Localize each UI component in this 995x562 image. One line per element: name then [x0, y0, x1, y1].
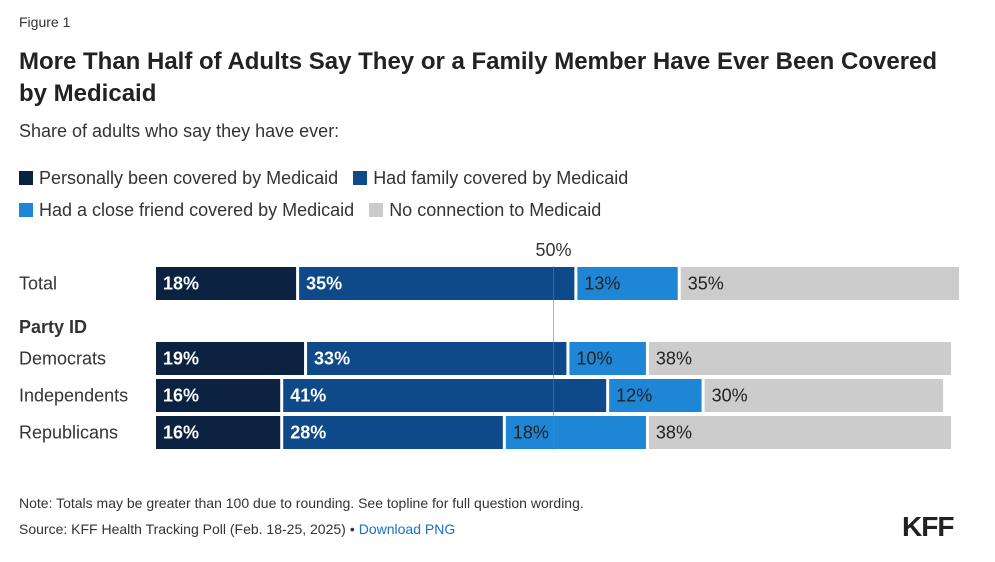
data-label-personal: 19%	[163, 348, 199, 368]
legend-swatch-personal	[19, 171, 33, 185]
bar-segment-personal	[156, 416, 281, 449]
legend-label-friend: Had a close friend covered by Medicaid	[39, 200, 355, 220]
data-label-personal: 16%	[163, 385, 199, 405]
data-label-family: 41%	[290, 385, 326, 405]
download-png-link[interactable]: Download PNG	[358, 521, 456, 537]
data-label-friend: 10%	[576, 348, 612, 368]
chart-title: More Than Half of Adults Say They or a F…	[19, 48, 938, 107]
chart-legend: Personally been covered by Medicaid Had …	[19, 162, 979, 226]
bar-segment-family	[283, 379, 607, 412]
data-label-none: 35%	[688, 273, 724, 293]
chart-note: Note: Totals may be greater than 100 due…	[19, 495, 584, 511]
legend-swatch-friend	[19, 203, 33, 217]
bar-segment-friend	[505, 416, 646, 449]
data-label-friend: 12%	[616, 385, 652, 405]
data-label-none: 30%	[712, 385, 748, 405]
category-label: Democrats	[19, 348, 106, 368]
group-label-party-id: Party ID	[19, 317, 87, 337]
chart-subtitle: Share of adults who say they have ever:	[19, 121, 340, 141]
legend-swatch-none	[369, 203, 384, 217]
data-label-none: 38%	[656, 348, 692, 368]
source-text: Source: KFF Health Tracking Poll (Feb. 1…	[19, 521, 346, 537]
legend-item-none: No connection to Medicaid	[369, 194, 601, 226]
legend-item-personal: Personally been covered by Medicaid	[19, 162, 338, 194]
chart-source: Source: KFF Health Tracking Poll (Feb. 1…	[19, 521, 455, 537]
bar-segment-family	[283, 416, 503, 449]
category-label: Total	[19, 273, 57, 293]
data-label-none: 38%	[656, 422, 692, 442]
bar-segment-family	[307, 342, 567, 375]
bar-segment-personal	[156, 379, 281, 412]
bar-segment-friend	[569, 342, 646, 375]
reference-line-label: 50%	[536, 240, 572, 260]
legend-item-family: Had family covered by Medicaid	[353, 162, 628, 194]
data-label-friend: 18%	[513, 422, 549, 442]
category-label: Independents	[19, 385, 128, 405]
bar-segment-none	[648, 342, 952, 375]
bar-segment-friend	[609, 379, 702, 412]
bar-segment-none	[648, 416, 952, 449]
legend-label-none: No connection to Medicaid	[389, 200, 602, 220]
bar-segment-personal	[156, 342, 305, 375]
stacked-bar-chart: Party ID Total 18% 35% 13% 35% Democrats 19% 33%…	[19, 240, 959, 450]
legend-label-personal: Personally been covered by Medicaid	[39, 168, 339, 188]
data-label-personal: 18%	[163, 273, 199, 293]
bar-segment-personal	[156, 267, 297, 300]
kff-logo: KFF	[902, 511, 954, 542]
bar-segment-friend	[577, 267, 678, 300]
legend-label-family: Had family covered by Medicaid	[373, 168, 629, 188]
data-label-friend: 13%	[584, 273, 620, 293]
category-label: Republicans	[19, 422, 118, 442]
data-label-personal: 16%	[163, 422, 199, 442]
data-label-family: 35%	[306, 273, 342, 293]
data-label-family: 28%	[290, 422, 326, 442]
data-label-family: 33%	[314, 348, 350, 368]
legend-swatch-family	[353, 171, 368, 185]
figure-label: Figure 1	[19, 14, 71, 30]
legend-item-friend: Had a close friend covered by Medicaid	[19, 194, 354, 226]
bar-segment-none	[704, 379, 944, 412]
bar-segment-none	[680, 267, 959, 300]
source-separator: •	[349, 521, 355, 537]
bar-segment-family	[299, 267, 575, 300]
